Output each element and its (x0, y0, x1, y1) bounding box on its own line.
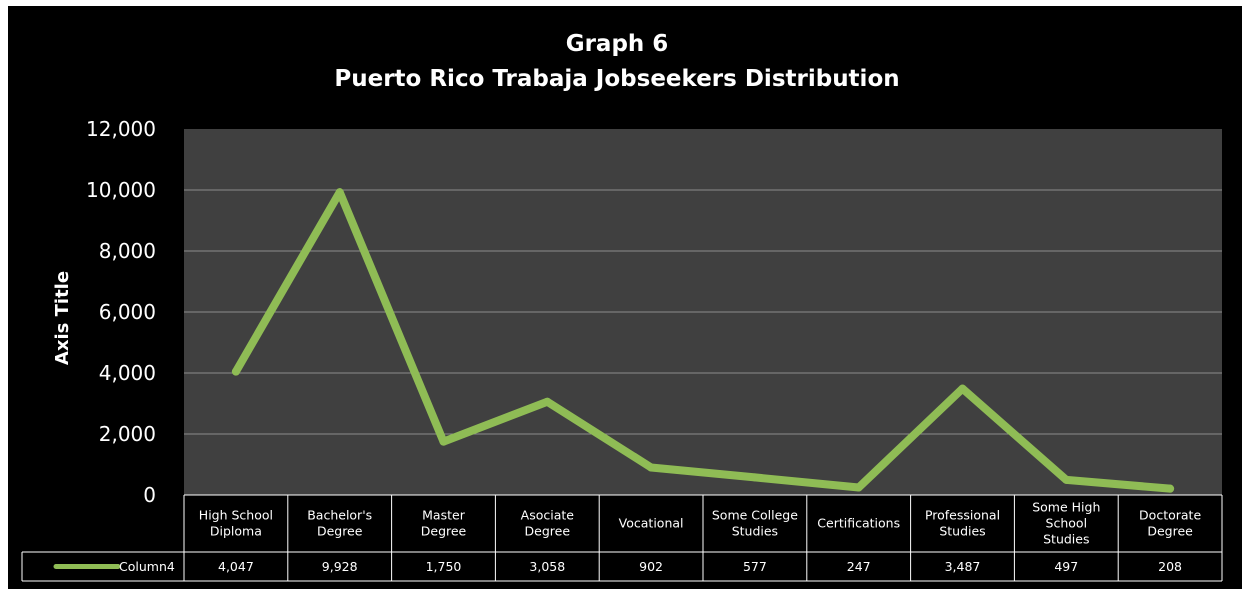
data-point (854, 483, 863, 492)
chart-frame: Graph 6 Puerto Rico Trabaja Jobseekers D… (8, 6, 1242, 589)
y-tick-label: 8,000 (99, 239, 156, 263)
data-value-label: 497 (1054, 559, 1078, 574)
legend-entry: Column4 (119, 559, 175, 574)
data-point (750, 473, 759, 482)
gridlines (184, 189, 1222, 435)
y-tick-label: 4,000 (99, 361, 156, 385)
series-layer (231, 188, 1175, 493)
category-label: Vocational (619, 516, 684, 531)
category-label: Some College Studies (712, 508, 798, 539)
category-label: Professional Studies (925, 508, 1000, 539)
data-value-label: 902 (639, 559, 663, 574)
data-value-label: 208 (1158, 559, 1182, 574)
data-point (439, 437, 448, 446)
chart-subtitle: Puerto Rico Trabaja Jobseekers Distribut… (334, 66, 899, 92)
y-tick-label: 2,000 (99, 422, 156, 446)
data-value-label: 247 (847, 559, 871, 574)
y-tick-label: 0 (143, 483, 156, 507)
category-label: High School Diploma (199, 508, 273, 539)
data-point (231, 367, 240, 376)
category-label: Asociate Degree (521, 508, 575, 539)
line-chart: Graph 6 Puerto Rico Trabaja Jobseekers D… (21, 31, 1223, 582)
data-value-label: 3,058 (529, 559, 565, 574)
data-value-label: 9,928 (322, 559, 358, 574)
y-tick-label: 12,000 (86, 117, 156, 141)
category-label: Bachelor's Degree (307, 508, 372, 539)
category-label: Doctorate Degree (1139, 508, 1201, 539)
data-value-label: 577 (743, 559, 767, 574)
data-table: High School Diploma Bachelor's Degree Master… (21, 494, 1223, 582)
category-label: Certifications (817, 516, 900, 531)
y-axis-ticks: 0 2,000 4,000 6,000 8,000 10,000 12,000 (86, 117, 156, 507)
data-value-label: 3,487 (945, 559, 981, 574)
chart-title: Graph 6 (566, 31, 669, 57)
y-axis-title: Axis Title (52, 271, 73, 365)
data-point (647, 463, 656, 472)
data-value-label: 4,047 (218, 559, 254, 574)
data-point (543, 397, 552, 406)
data-value-label: 1,750 (426, 559, 462, 574)
data-point (335, 188, 344, 197)
series-line (231, 188, 1175, 493)
data-point (958, 384, 967, 393)
y-tick-label: 6,000 (99, 300, 156, 324)
data-point (1062, 475, 1071, 484)
y-tick-label: 10,000 (86, 178, 156, 202)
category-label: Some High School Studies (1032, 500, 1100, 547)
category-label: Master Degree (421, 508, 467, 539)
data-point (1166, 484, 1175, 493)
